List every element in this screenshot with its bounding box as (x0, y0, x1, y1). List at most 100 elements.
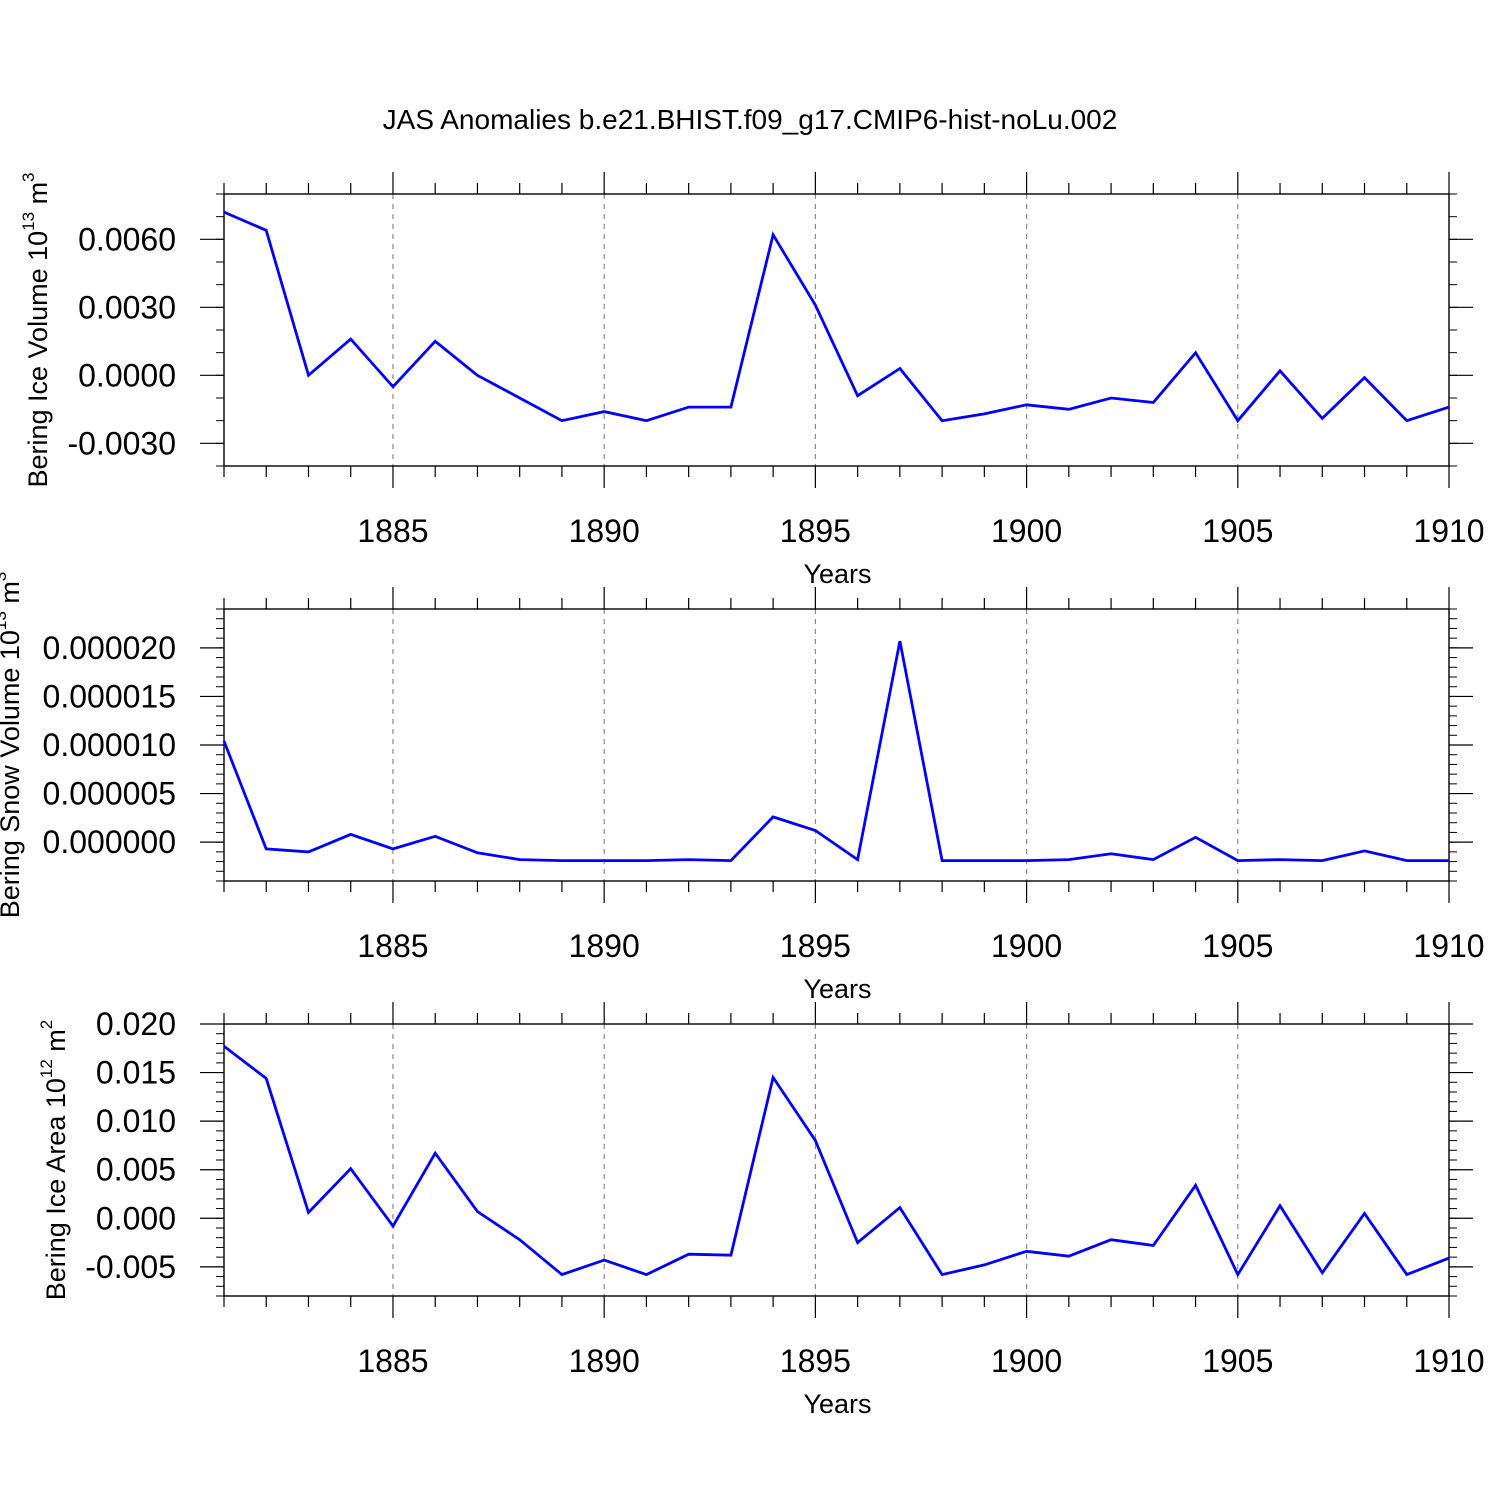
data-point (771, 1075, 775, 1079)
data-point (687, 858, 691, 862)
panel-2: 0.000020 0.000015 0.000010 0.000005 0.000000… (0, 572, 1485, 1004)
data-point (1320, 859, 1324, 863)
data-point (771, 233, 775, 237)
y-axis-label: Bering Snow Volume 1013 m3 (0, 572, 25, 919)
data-point (518, 396, 522, 400)
data-point (729, 859, 733, 863)
data-point (729, 1253, 733, 1257)
chart-title: JAS Anomalies b.e21.BHIST.f09_g17.CMIP6-… (382, 104, 1118, 135)
x-tick-label: 1885 (357, 1343, 428, 1379)
data-point (349, 1167, 353, 1171)
data-point (644, 419, 648, 423)
data-point (518, 1238, 522, 1242)
plot-frame (223, 1023, 1450, 1297)
data-point (475, 851, 479, 855)
y-tick-label: 0.010 (96, 1103, 176, 1139)
data-point (1067, 1254, 1071, 1258)
data-point (391, 385, 395, 389)
x-tick-label: 1895 (780, 513, 851, 549)
data-point (306, 850, 310, 854)
y-axis-label: Bering Ice Area 1012 m2 (37, 1020, 71, 1301)
data-point (306, 373, 310, 377)
data-point (518, 858, 522, 862)
data-point (1067, 407, 1071, 411)
x-tick-label: 1890 (569, 513, 640, 549)
data-point (1151, 401, 1155, 405)
data-point (349, 832, 353, 836)
data-point (1447, 1256, 1451, 1260)
y-tick-label: 0.000000 (43, 824, 176, 860)
data-point (1405, 859, 1409, 863)
x-tick-label: 1905 (1202, 928, 1273, 964)
y-tick-label: 0.0000 (78, 357, 176, 393)
data-point (433, 834, 437, 838)
data-point (1236, 419, 1240, 423)
data-point (602, 410, 606, 414)
data-point (687, 405, 691, 409)
data-point (1025, 859, 1029, 863)
data-point (856, 1241, 860, 1245)
data-point (1363, 849, 1367, 853)
data-point (813, 828, 817, 832)
panel-1: 0.0060 0.0030 0.0000 -0.0030 1885 1890 1895 190… (19, 172, 1485, 589)
data-point (898, 1206, 902, 1210)
x-tick-label: 1900 (991, 1343, 1062, 1379)
data-point (856, 394, 860, 398)
y-tick-label: 0.015 (96, 1055, 176, 1091)
data-point (475, 1209, 479, 1213)
data-point (1278, 369, 1282, 373)
data-point (1151, 858, 1155, 862)
data-point (813, 1139, 817, 1143)
y-tick-label: 0.000010 (43, 727, 176, 763)
data-point (1025, 403, 1029, 407)
x-tick-label: 1905 (1202, 513, 1273, 549)
data-point (602, 1258, 606, 1262)
data-point (982, 412, 986, 416)
data-point (771, 815, 775, 819)
x-tick-label: 1890 (569, 928, 640, 964)
series-line (223, 210, 1450, 424)
data-point (644, 1273, 648, 1277)
data-point (1194, 835, 1198, 839)
data-point (940, 419, 944, 423)
data-point (1109, 1238, 1113, 1242)
data-point (856, 858, 860, 862)
x-tick-label: 1895 (780, 1343, 851, 1379)
x-tick-label: 1910 (1413, 1343, 1484, 1379)
x-axis-label: Years (803, 974, 871, 1004)
panel-3: 0.020 0.015 0.010 0.005 0.000 -0.005 1885 1890 1… (37, 1002, 1485, 1419)
y-tick-label: 0.005 (96, 1152, 176, 1188)
data-point (1320, 416, 1324, 420)
y-tick-label: 0.000 (96, 1200, 176, 1236)
data-point (264, 1076, 268, 1080)
data-point (433, 339, 437, 343)
x-axis-label: Years (803, 559, 871, 589)
x-tick-label: 1900 (991, 513, 1062, 549)
data-point (982, 1263, 986, 1267)
data-point (1278, 1204, 1282, 1208)
data-point (1151, 1243, 1155, 1247)
data-point (222, 1044, 226, 1048)
y-tick-label: 0.0060 (78, 221, 176, 257)
x-tick-label: 1900 (991, 928, 1062, 964)
data-point (306, 1210, 310, 1214)
y-tick-label: 0.000015 (43, 678, 176, 714)
x-tick-label: 1905 (1202, 1343, 1273, 1379)
data-point (349, 337, 353, 341)
y-tick-label: -0.0030 (67, 425, 176, 461)
data-point (898, 639, 902, 643)
y-tick-label: 0.0030 (78, 289, 176, 325)
data-point (813, 303, 817, 307)
y-axis-label: Bering Ice Volume 1013 m3 (19, 172, 53, 487)
data-point (1194, 1183, 1198, 1187)
data-point (644, 859, 648, 863)
data-point (433, 1151, 437, 1155)
plot-frame (223, 608, 1450, 882)
data-point (1405, 419, 1409, 423)
data-point (1363, 1211, 1367, 1215)
data-point (264, 228, 268, 232)
data-point (222, 739, 226, 743)
data-point (729, 405, 733, 409)
data-point (940, 859, 944, 863)
